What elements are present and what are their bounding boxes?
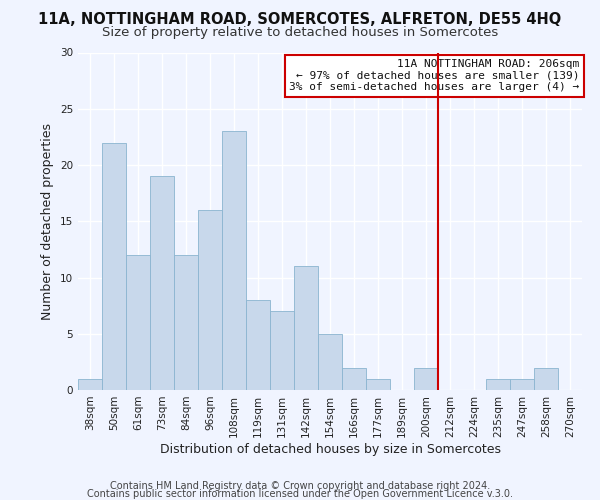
Bar (102, 142, 126, 390)
Bar (510, 379, 534, 390)
Text: Contains HM Land Registry data © Crown copyright and database right 2024.: Contains HM Land Registry data © Crown c… (110, 481, 490, 491)
Bar (270, 311, 294, 390)
Bar (246, 300, 270, 390)
Bar (414, 368, 438, 390)
Bar (342, 368, 366, 390)
Bar (366, 379, 390, 390)
Bar (78, 379, 102, 390)
Bar (294, 266, 318, 390)
Bar (126, 255, 150, 390)
Bar (150, 176, 174, 390)
Bar (174, 255, 198, 390)
Bar (318, 334, 342, 390)
X-axis label: Distribution of detached houses by size in Somercotes: Distribution of detached houses by size … (160, 442, 500, 456)
Bar (486, 379, 510, 390)
Bar (222, 131, 246, 390)
Bar (198, 210, 222, 390)
Bar (534, 368, 558, 390)
Text: Size of property relative to detached houses in Somercotes: Size of property relative to detached ho… (102, 26, 498, 39)
Text: Contains public sector information licensed under the Open Government Licence v.: Contains public sector information licen… (87, 489, 513, 499)
Text: 11A, NOTTINGHAM ROAD, SOMERCOTES, ALFRETON, DE55 4HQ: 11A, NOTTINGHAM ROAD, SOMERCOTES, ALFRET… (38, 12, 562, 28)
Y-axis label: Number of detached properties: Number of detached properties (41, 122, 55, 320)
Text: 11A NOTTINGHAM ROAD: 206sqm
← 97% of detached houses are smaller (139)
3% of sem: 11A NOTTINGHAM ROAD: 206sqm ← 97% of det… (289, 59, 580, 92)
